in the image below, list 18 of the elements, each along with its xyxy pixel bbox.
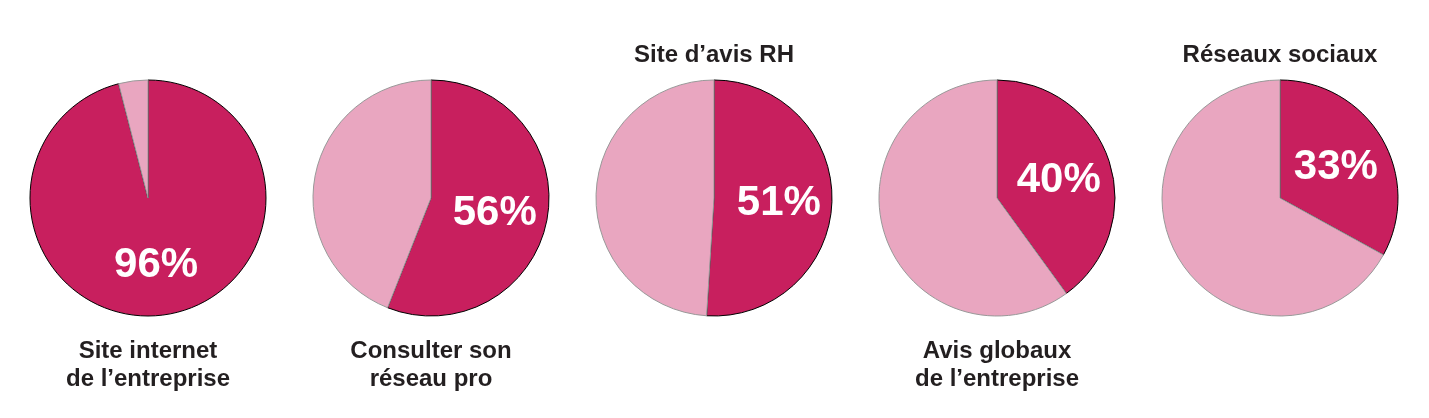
data-label: 96% <box>114 238 199 286</box>
data-label: 51% <box>736 176 821 224</box>
chart-title: Site d’avis RH <box>633 40 795 67</box>
pie-slice <box>595 79 715 317</box>
data-label: 56% <box>452 186 537 234</box>
pie-slice <box>996 79 1116 294</box>
data-label: 40% <box>1016 154 1101 202</box>
pie-slice <box>118 79 149 199</box>
text: Consulter son réseau pro <box>350 336 512 391</box>
text: Avis globaux de l’entreprise <box>914 336 1080 391</box>
pie-slice <box>1161 79 1384 317</box>
pie-slice <box>29 79 267 317</box>
data-label: 33% <box>1293 141 1378 189</box>
pie-slice <box>706 79 833 317</box>
pie-slice <box>387 79 550 317</box>
text: Site internet de l’entreprise <box>65 336 231 391</box>
pie-slice <box>312 79 432 309</box>
chart-title: Réseaux sociaux <box>1182 40 1379 67</box>
